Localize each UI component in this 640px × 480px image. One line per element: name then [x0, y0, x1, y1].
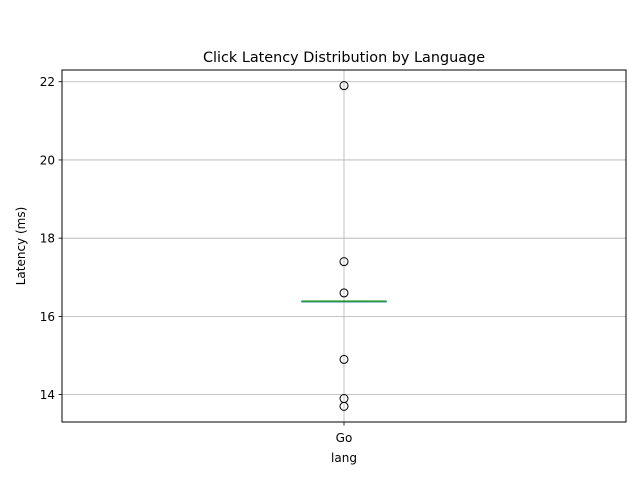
y-tick-label: 14 — [40, 388, 55, 402]
y-axis-label: Latency (ms) — [14, 207, 28, 286]
y-tick-label: 20 — [40, 153, 55, 167]
axes: 14 16 18 20 22 Go — [40, 75, 353, 445]
boxes — [301, 300, 387, 303]
flier-point — [339, 257, 349, 267]
x-tick-label: Go — [336, 431, 353, 445]
flier-point — [339, 288, 349, 298]
flier-point — [339, 354, 349, 364]
flier-point — [339, 81, 349, 91]
fliers — [339, 81, 349, 411]
plot-area-frame — [61, 69, 627, 423]
y-tick-label: 18 — [40, 232, 55, 246]
y-tick-label: 22 — [40, 75, 55, 89]
flier-point — [339, 401, 349, 411]
x-axis-label: lang — [331, 451, 357, 465]
y-tick-label: 16 — [40, 310, 55, 324]
chart-title: Click Latency Distribution by Language — [203, 50, 485, 66]
